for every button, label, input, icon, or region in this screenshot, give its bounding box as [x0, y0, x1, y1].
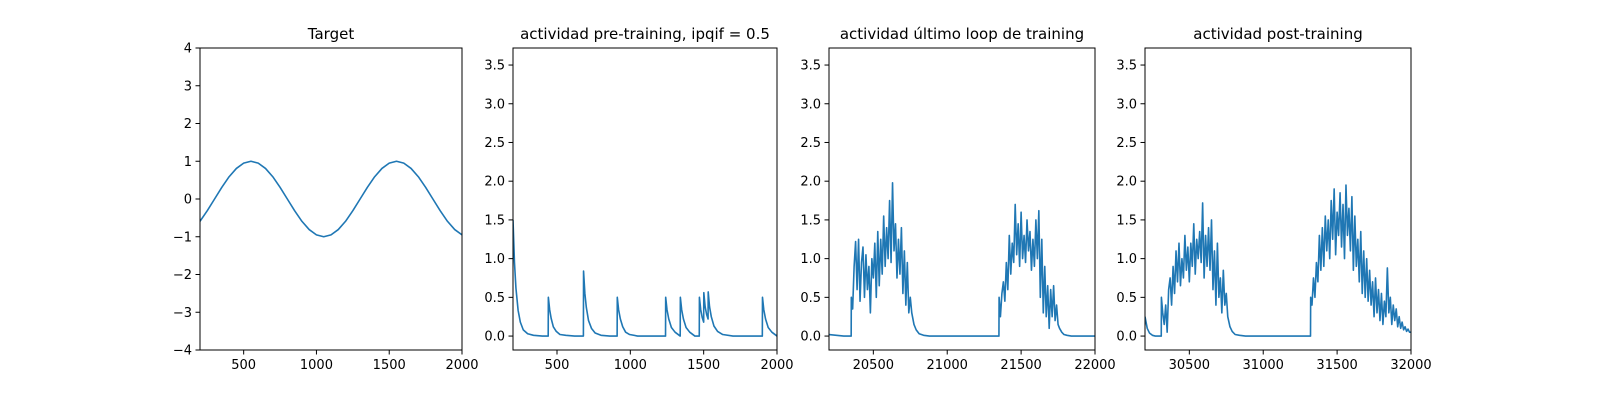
x-tick-label: 1500 [373, 358, 406, 373]
y-tick-label: 0.5 [1116, 291, 1137, 306]
y-tick-label: 1.0 [800, 252, 821, 267]
subplot-4: 30500 31000 31500 32000 0.0 0.5 1.0 1.5 2.0 2.5 3.… [1116, 25, 1431, 373]
series-line-4-1 [1145, 184, 1411, 337]
chart-title: actividad último loop de training [840, 25, 1084, 43]
x-tick-label: 32000 [1390, 358, 1431, 373]
chart-title: actividad pre-training, ipqif = 0.5 [520, 25, 770, 43]
y-tick-label: 2.0 [800, 175, 821, 190]
chart-title: Target [307, 25, 355, 43]
x-tick-label: 30500 [1169, 358, 1210, 373]
y-tick-label: 2.5 [484, 136, 505, 151]
subplot-3: 20500 21000 21500 22000 0.0 0.5 1.0 1.5 2.0 2.5 3.… [800, 25, 1115, 373]
y-tick-label: 3.0 [1116, 97, 1137, 112]
axes-frame [828, 47, 1096, 351]
y-tick-label: 0 [184, 193, 192, 208]
y-tick-label: 2 [184, 117, 192, 132]
y-tick-label: 0.0 [800, 330, 821, 345]
y-tick-label: 3.0 [800, 97, 821, 112]
series-line-3-1 [829, 181, 1095, 337]
y-tick-label: 3.5 [484, 59, 505, 74]
y-tick-label: 0.0 [484, 330, 505, 345]
y-tick-label: 1.5 [484, 213, 505, 228]
y-tick-label: 3.0 [484, 97, 505, 112]
x-tick-label: 20500 [853, 358, 894, 373]
y-tick-label: 1.5 [800, 213, 821, 228]
x-tick-label: 22000 [1074, 358, 1115, 373]
y-tick-label: 1.0 [1116, 252, 1137, 267]
axes-frame [1144, 47, 1412, 351]
y-tick-label: 1.5 [1116, 213, 1137, 228]
chart-title: actividad post-training [1193, 25, 1362, 43]
x-tick-label: 2000 [445, 358, 478, 373]
x-tick-label: 21500 [1000, 358, 1041, 373]
subplot-1: 500 1000 1500 2000 −4 −3 −2 −1 0 1 2 3 4 Target [173, 25, 479, 373]
x-tick-label: 500 [545, 358, 570, 373]
y-tick-label: 3.5 [1116, 59, 1137, 74]
x-tick-label: 1000 [300, 358, 333, 373]
y-tick-label: 3.5 [800, 59, 821, 74]
axes-frame [512, 47, 778, 351]
y-tick-label: 0.0 [1116, 330, 1137, 345]
y-tick-label: 4 [184, 42, 192, 57]
y-tick-label: 3 [184, 79, 192, 94]
y-tick-label: 1.0 [484, 252, 505, 267]
y-tick-label: 1 [184, 155, 192, 170]
y-tick-label: −3 [173, 306, 192, 321]
y-tick-label: 2.5 [800, 136, 821, 151]
axes-frame [199, 47, 463, 351]
x-tick-label: 31500 [1316, 358, 1357, 373]
y-tick-label: 2.0 [1116, 175, 1137, 190]
x-tick-label: 31000 [1243, 358, 1284, 373]
y-tick-label: 0.5 [800, 291, 821, 306]
x-tick-label: 1000 [614, 358, 647, 373]
subplot-2: 500 1000 1500 2000 0.0 0.5 1.0 1.5 2.0 2.5 3.0 3.5 a… [484, 25, 793, 373]
y-tick-label: −4 [173, 344, 192, 359]
y-tick-label: 0.5 [484, 291, 505, 306]
x-tick-label: 2000 [760, 358, 793, 373]
y-tick-label: −1 [173, 230, 192, 245]
x-tick-label: 1500 [687, 358, 720, 373]
series-line-2-1 [513, 219, 777, 337]
y-tick-label: 2.5 [1116, 136, 1137, 151]
x-tick-label: 21000 [927, 358, 968, 373]
y-tick-label: −2 [173, 268, 192, 283]
x-tick-label: 500 [231, 358, 256, 373]
y-tick-label: 2.0 [484, 175, 505, 190]
series-line-1-1 [200, 160, 462, 238]
